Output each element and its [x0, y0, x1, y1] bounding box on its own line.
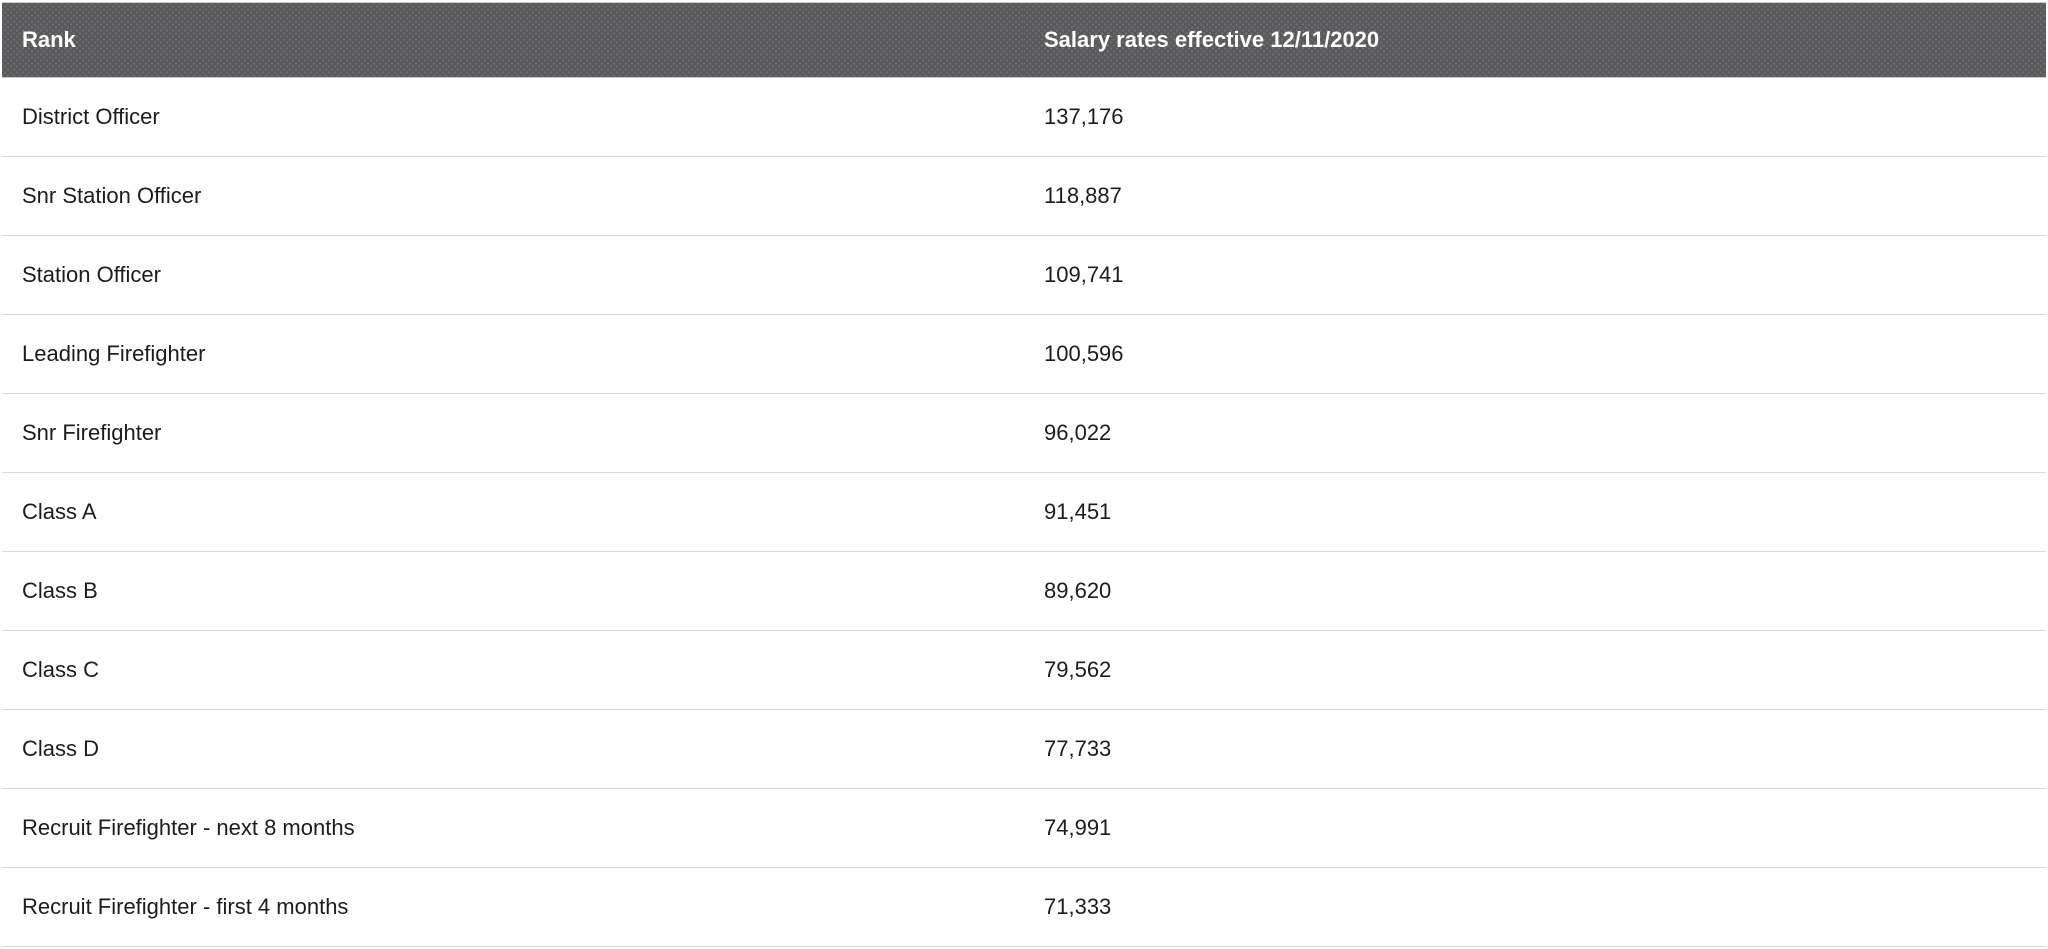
rank-cell: Station Officer: [2, 235, 1024, 315]
salary-cell: 100,596: [1024, 314, 2046, 394]
table-row: Snr Station Officer 118,887: [2, 156, 2046, 236]
rank-cell: District Officer: [2, 77, 1024, 157]
table-row: Class C 79,562: [2, 630, 2046, 710]
rank-cell: Snr Firefighter: [2, 393, 1024, 473]
table-row: Class A 91,451: [2, 472, 2046, 552]
rank-cell: Class A: [2, 472, 1024, 552]
table-row: Recruit Firefighter - first 4 months 71,…: [2, 867, 2046, 947]
rank-cell: Class B: [2, 551, 1024, 631]
table-header-row: Rank Salary rates effective 12/11/2020: [2, 2, 2046, 78]
rank-cell: Recruit Firefighter - next 8 months: [2, 788, 1024, 868]
salary-cell: 71,333: [1024, 867, 2046, 947]
table-row: Station Officer 109,741: [2, 235, 2046, 315]
salary-cell: 74,991: [1024, 788, 2046, 868]
table-row: Snr Firefighter 96,022: [2, 393, 2046, 473]
table-row: Recruit Firefighter - next 8 months 74,9…: [2, 788, 2046, 868]
table-row: Class D 77,733: [2, 709, 2046, 789]
rank-cell: Class C: [2, 630, 1024, 710]
salary-cell: 118,887: [1024, 156, 2046, 236]
salary-cell: 77,733: [1024, 709, 2046, 789]
column-header-rank: Rank: [2, 2, 1024, 78]
salary-cell: 91,451: [1024, 472, 2046, 552]
salary-cell: 109,741: [1024, 235, 2046, 315]
table-body: District Officer 137,176 Snr Station Off…: [2, 77, 2046, 947]
salary-cell: 137,176: [1024, 77, 2046, 157]
salary-cell: 96,022: [1024, 393, 2046, 473]
rank-cell: Snr Station Officer: [2, 156, 1024, 236]
salary-cell: 79,562: [1024, 630, 2046, 710]
table-row: Leading Firefighter 100,596: [2, 314, 2046, 394]
rank-cell: Recruit Firefighter - first 4 months: [2, 867, 1024, 947]
table-row: Class B 89,620: [2, 551, 2046, 631]
rank-cell: Class D: [2, 709, 1024, 789]
table-header: Rank Salary rates effective 12/11/2020: [2, 2, 2046, 78]
column-header-salary: Salary rates effective 12/11/2020: [1024, 2, 2046, 78]
rank-cell: Leading Firefighter: [2, 314, 1024, 394]
table-row: District Officer 137,176: [2, 77, 2046, 157]
salary-cell: 89,620: [1024, 551, 2046, 631]
